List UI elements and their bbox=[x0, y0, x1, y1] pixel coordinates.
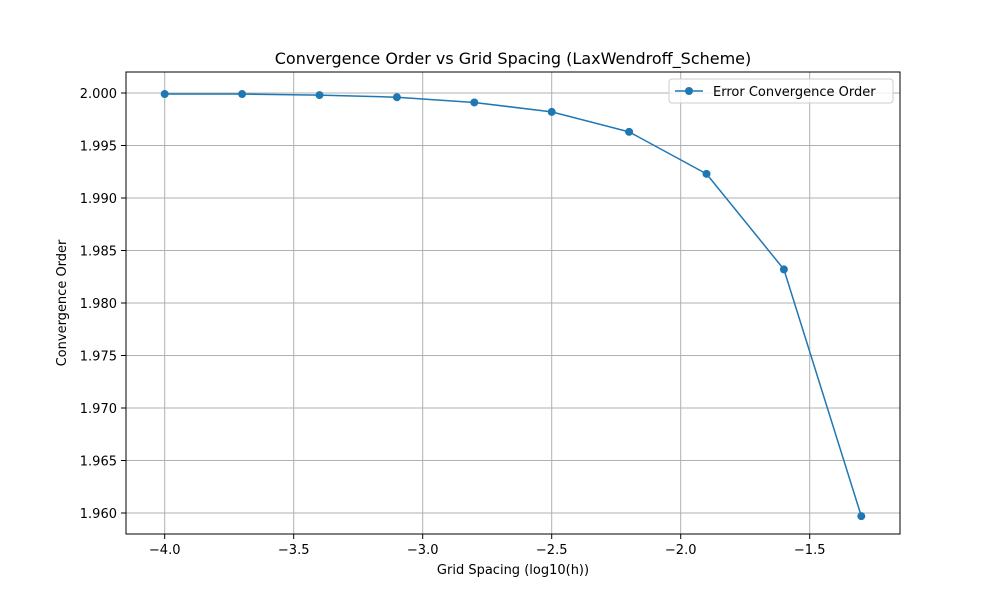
data-point bbox=[238, 90, 247, 99]
chart-title: Convergence Order vs Grid Spacing (LaxWe… bbox=[275, 49, 752, 69]
data-point bbox=[160, 90, 169, 99]
y-tick-label: 1.980 bbox=[80, 297, 117, 312]
y-tick-label: 2.000 bbox=[80, 87, 117, 102]
legend-label: Error Convergence Order bbox=[713, 85, 876, 100]
x-tick-label: −2.5 bbox=[536, 543, 568, 558]
y-tick-label: 1.995 bbox=[80, 140, 117, 155]
y-axis-label: Convergence Order bbox=[55, 239, 70, 366]
x-tick-label: −1.5 bbox=[794, 543, 826, 558]
x-tick-label: −4.0 bbox=[149, 543, 181, 558]
legend: Error Convergence Order bbox=[668, 78, 894, 104]
y-tick-label: 1.990 bbox=[80, 192, 117, 207]
data-point bbox=[470, 98, 479, 107]
series-line bbox=[164, 93, 863, 517]
y-tick-label: 1.985 bbox=[80, 245, 117, 260]
y-tick-label: 1.975 bbox=[80, 350, 117, 365]
x-axis-label: Grid Spacing (log10(h)) bbox=[437, 563, 589, 578]
x-tick-label: −2.0 bbox=[665, 543, 697, 558]
data-point bbox=[547, 107, 556, 116]
data-point bbox=[392, 93, 401, 102]
y-tick-label: 1.965 bbox=[80, 455, 117, 470]
data-point bbox=[779, 265, 788, 274]
x-tick-label: −3.5 bbox=[278, 543, 310, 558]
axis-ticks: −4.0 −3.5 −3.0 −2.5 −2.0 −1.5 1.960 1.965 1.970 1… bbox=[80, 87, 826, 558]
data-point bbox=[857, 512, 866, 521]
y-tick-label: 1.970 bbox=[80, 402, 117, 417]
series-layer bbox=[160, 90, 866, 521]
x-tick-label: −3.0 bbox=[407, 543, 439, 558]
grid bbox=[126, 72, 900, 534]
legend-box bbox=[668, 78, 894, 104]
data-point bbox=[625, 127, 634, 136]
legend-marker-swatch bbox=[685, 87, 693, 95]
data-point bbox=[702, 169, 711, 178]
y-tick-label: 1.960 bbox=[80, 507, 117, 522]
data-point bbox=[315, 91, 324, 100]
